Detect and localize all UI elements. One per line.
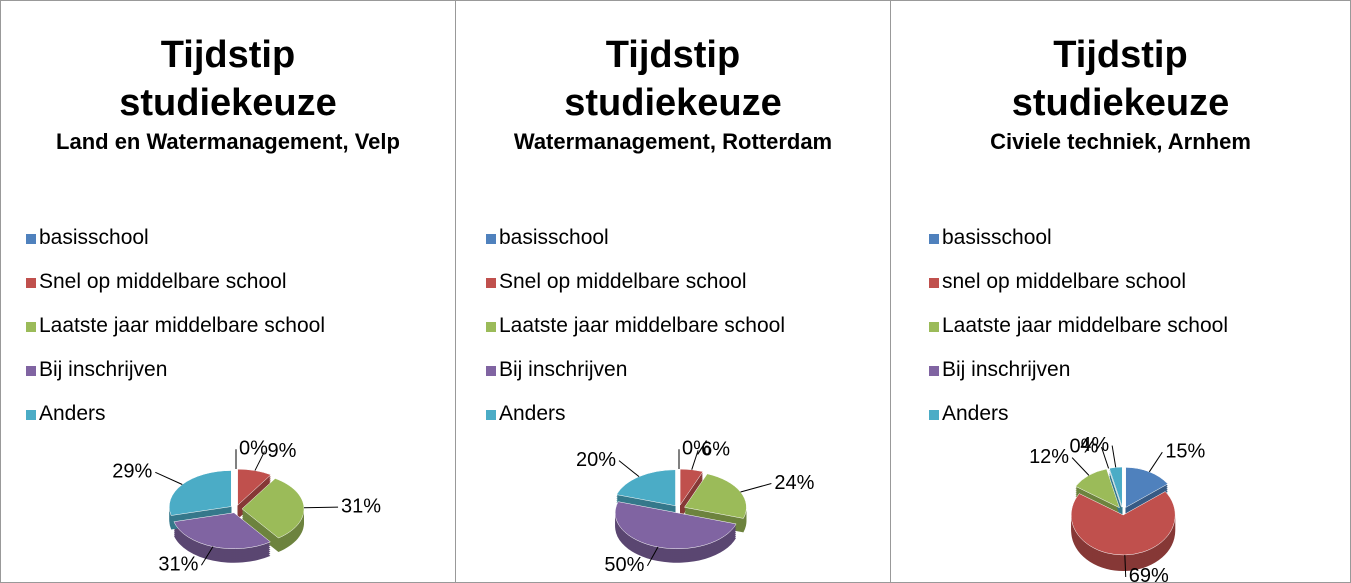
legend-item: Bij inschrijven [929, 355, 1228, 399]
leader-line [200, 546, 214, 566]
legend-swatch [26, 410, 36, 420]
leader-line [1148, 451, 1163, 473]
data-label: 6% [701, 439, 730, 461]
legend-swatch [26, 278, 36, 288]
legend-swatch [929, 366, 939, 376]
legend-swatch [486, 322, 496, 332]
legend: basisschool Snel op middelbare school Laat… [26, 223, 325, 443]
chart-panel: Tijdstip studiekeuze Watermanagement, Rot… [455, 0, 891, 583]
chart-title: Tijdstip studiekeuze [1011, 34, 1230, 124]
legend-label: Laatste jaar middelbare school [499, 314, 786, 337]
legend-label: basisschool [39, 226, 149, 249]
legend-swatch [26, 234, 36, 244]
legend-item: Anders [929, 399, 1228, 443]
legend-item: basisschool [929, 223, 1228, 267]
legend: basisschool snel op middelbare school Laat… [929, 223, 1228, 443]
legend-swatch [486, 278, 496, 288]
legend-item: Snel op middelbare school [486, 267, 785, 311]
legend-label: basisschool [942, 226, 1052, 249]
chart-panel: Tijdstip studiekeuze Land en Watermanagem… [0, 0, 456, 583]
chart-subtitle: Land en Watermanagement, Velp [56, 129, 400, 154]
data-label: 29% [112, 461, 152, 483]
legend-label: Laatste jaar middelbare school [39, 314, 326, 337]
legend-label: Bij inschrijven [942, 358, 1071, 381]
chart-subtitle: Civiele techniek, Arnhem [990, 129, 1251, 154]
legend-swatch [26, 366, 36, 376]
leader-line [1124, 554, 1127, 577]
data-label: 20% [576, 449, 616, 471]
legend-item: Bij inschrijven [26, 355, 325, 399]
leader-line [155, 471, 183, 485]
data-label: 0% [239, 437, 268, 459]
legend-swatch [486, 234, 496, 244]
legend-label: basisschool [499, 226, 609, 249]
legend-item: Snel op middelbare school [26, 267, 325, 311]
chart-subtitle: Watermanagement, Rotterdam [513, 129, 833, 154]
data-label: 9% [267, 440, 296, 462]
legend-item: basisschool [486, 223, 785, 267]
leader-line [647, 546, 659, 567]
data-label: 69% [1129, 565, 1169, 582]
legend-item: Laatste jaar middelbare school [486, 311, 785, 355]
leader-line [1111, 445, 1117, 468]
legend-item: snel op middelbare school [929, 267, 1228, 311]
legend-swatch [26, 322, 36, 332]
legend-item: Bij inschrijven [486, 355, 785, 399]
legend-swatch [929, 234, 939, 244]
chart-panel: Tijdstip studiekeuze Civiele techniek, Ar… [890, 0, 1351, 583]
legend-swatch [929, 278, 939, 288]
chart-title: Tijdstip studiekeuze [119, 34, 337, 124]
legend-item: Anders [26, 399, 325, 443]
data-label: 12% [1029, 446, 1069, 468]
legend-label: Anders [499, 402, 566, 425]
legend: basisschool Snel op middelbare school Laat… [486, 223, 785, 443]
slice [1125, 467, 1169, 508]
legend-swatch [929, 410, 939, 420]
legend-item: basisschool [26, 223, 325, 267]
chart-title: Tijdstip studiekeuze [564, 34, 782, 124]
legend-label: Laatste jaar middelbare school [942, 314, 1229, 337]
legend-swatch [929, 322, 939, 332]
legend-label: Snel op middelbare school [499, 270, 747, 293]
legend-label: snel op middelbare school [942, 270, 1186, 293]
leader-line [303, 506, 339, 509]
data-label: 0% [682, 437, 711, 459]
legend-item: Laatste jaar middelbare school [929, 311, 1228, 355]
leader-line [1071, 457, 1090, 476]
legend-swatch [486, 410, 496, 420]
pie: 0%6% 24% 50% 20% [576, 437, 815, 576]
slice [614, 501, 737, 550]
leader-line [254, 451, 265, 471]
legend-label: Bij inschrijven [499, 358, 628, 381]
leader-line [740, 483, 772, 493]
slice [684, 473, 747, 519]
leader-line [691, 450, 699, 470]
data-label: 4% [1080, 434, 1109, 456]
legend-label: Anders [39, 402, 106, 425]
leader-line [618, 460, 640, 478]
slice [1075, 468, 1120, 509]
legend-label: Bij inschrijven [39, 358, 168, 381]
legend-label: Snel op middelbare school [39, 270, 287, 293]
slice [241, 478, 305, 539]
legend-item: Anders [486, 399, 785, 443]
legend-item: Laatste jaar middelbare school [26, 311, 325, 355]
leader-line [1100, 446, 1110, 469]
data-label: 0% [1070, 435, 1099, 457]
slice [1108, 466, 1123, 508]
data-label: 24% [774, 472, 814, 494]
data-label: 31% [341, 495, 381, 517]
legend-label: Anders [942, 402, 1009, 425]
pie: 0% 9% 31% 31% 29% [112, 437, 381, 576]
legend-swatch [486, 366, 496, 376]
slice [173, 512, 271, 550]
data-label: 31% [158, 554, 198, 576]
slice [237, 468, 272, 506]
slice [679, 468, 704, 506]
slice [616, 469, 676, 507]
pie: 15% 69% 12% 0%4% [1029, 434, 1205, 582]
data-label: 15% [1165, 440, 1205, 462]
data-label: 50% [604, 554, 644, 576]
